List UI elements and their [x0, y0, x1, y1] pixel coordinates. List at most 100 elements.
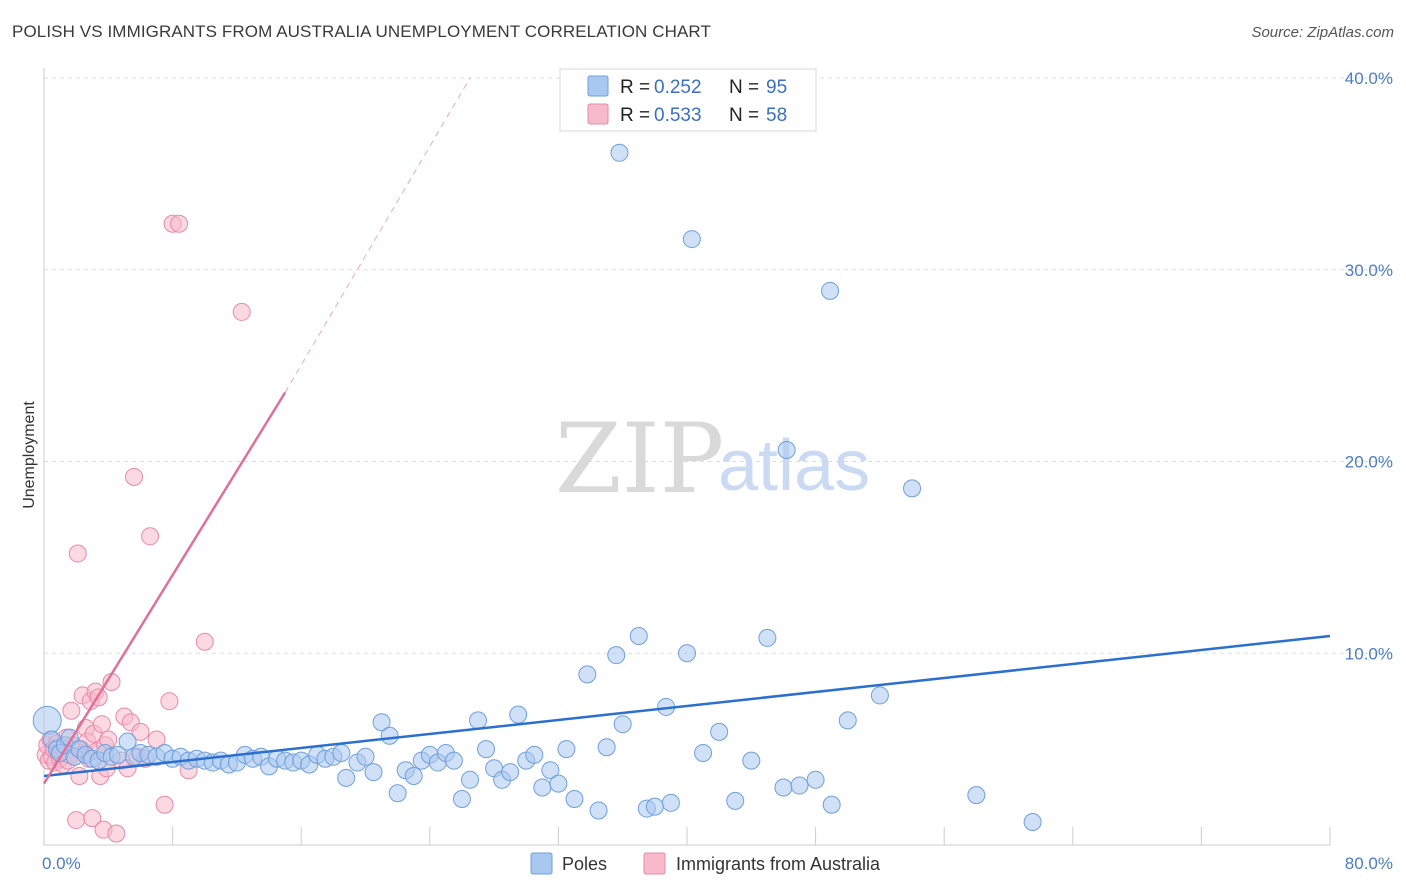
poles-point-14 [118, 732, 137, 751]
australia-point-16 [62, 701, 81, 720]
poles-point-82 [694, 743, 713, 762]
poles-point-84 [726, 791, 745, 810]
y-tick-label-0: 10.0% [1345, 644, 1393, 663]
poles-point-66 [533, 778, 552, 797]
poles-point-67 [541, 761, 560, 780]
poles-point-70 [565, 789, 584, 808]
top-legend-blue-swatch [587, 75, 609, 97]
poles-point-86 [758, 628, 777, 647]
australia-point-57 [195, 632, 214, 651]
poles-point-96 [610, 143, 629, 162]
australia-point-58 [232, 302, 251, 321]
poles-point-74 [607, 646, 626, 665]
australia-point-53 [160, 692, 179, 711]
australia-point-20 [68, 544, 87, 563]
australia-point-19 [67, 811, 86, 830]
bottom-legend: Poles Immigrants from Australia [530, 852, 881, 875]
poles-point-68 [549, 774, 568, 793]
poles-point-0 [32, 705, 62, 735]
poles-point-45 [364, 763, 383, 782]
poles-point-46 [372, 713, 391, 732]
legend-n-label-poles: N = [729, 77, 764, 98]
poles-point-91 [838, 711, 857, 730]
poles-point-81 [678, 644, 696, 663]
legend-n-label-australia: N = [729, 105, 764, 126]
poles-point-73 [597, 738, 616, 757]
poles-trend-line [43, 634, 1331, 778]
poles-point-99 [777, 440, 796, 459]
bottom-legend-blue-swatch [530, 852, 553, 875]
poles-point-48 [388, 784, 407, 803]
poles-point-92 [870, 686, 889, 705]
poles-point-98 [821, 281, 840, 300]
australia-point-35 [92, 715, 111, 734]
poles-point-95 [1023, 812, 1042, 831]
poles-point-42 [337, 768, 356, 787]
poles-point-93 [903, 479, 922, 498]
source-label: Source: ZipAtlas.com [1251, 24, 1394, 41]
grid-lines [44, 77, 1393, 654]
top-legend: R = 0.252 N = 95 R = 0.533 N = 58 [559, 68, 817, 132]
watermark: ZIP atlas [555, 403, 870, 515]
poles-point-71 [578, 665, 597, 684]
legend-r-label-poles: R = [620, 77, 655, 98]
poles-point-80 [661, 793, 680, 812]
poles-point-63 [509, 705, 528, 724]
bottom-legend-australia: Immigrants from Australia [676, 854, 881, 874]
poles-point-85 [742, 751, 761, 770]
chart-title: POLISH VS IMMIGRANTS FROM AUSTRALIA UNEM… [12, 22, 711, 41]
poles-point-76 [629, 626, 648, 645]
poles-point-75 [613, 715, 632, 734]
australia-trend-line-extension [284, 77, 471, 393]
legend-r-value-australia: 0.533 [654, 105, 702, 126]
watermark-zip: ZIP [555, 403, 724, 515]
y-tick-label-3: 40.0% [1345, 69, 1393, 88]
legend-n-value-poles: 95 [766, 77, 787, 98]
watermark-atlas: atlas [718, 426, 870, 506]
x-tick-label-min: 0.0% [42, 854, 81, 873]
top-legend-pink-swatch [587, 103, 609, 125]
australia-point-46 [125, 467, 144, 486]
poles-point-97 [682, 230, 701, 249]
poles-point-83 [710, 722, 729, 741]
poles-point-65 [525, 745, 544, 764]
poles-point-87 [774, 778, 793, 797]
australia-point-41 [107, 824, 126, 843]
poles-points [32, 143, 1042, 831]
legend-n-value-australia: 58 [766, 105, 787, 126]
poles-point-94 [967, 786, 986, 805]
australia-point-50 [141, 527, 160, 546]
poles-point-44 [356, 747, 375, 766]
x-tick-label-max: 80.0% [1345, 854, 1393, 873]
poles-point-62 [501, 763, 520, 782]
poles-point-72 [589, 801, 608, 820]
legend-r-value-poles: 0.252 [654, 77, 702, 98]
poles-point-57 [460, 770, 479, 789]
legend-r-label-australia: R = [620, 105, 655, 126]
bottom-legend-poles: Poles [562, 854, 607, 874]
poles-point-90 [822, 795, 841, 814]
poles-point-59 [477, 740, 496, 759]
poles-point-78 [645, 797, 664, 816]
poles-point-47 [380, 726, 399, 745]
y-tick-labels: 10.0% 20.0% 30.0% 40.0% [1345, 69, 1393, 663]
australia-point-52 [155, 795, 174, 814]
australia-point-48 [131, 722, 150, 741]
australia-trend-line [42, 391, 287, 785]
y-tick-label-1: 20.0% [1345, 453, 1393, 472]
poles-point-56 [452, 789, 471, 808]
y-axis-label: Unemployment [21, 401, 38, 509]
poles-point-41 [332, 743, 351, 762]
bottom-legend-pink-swatch [643, 852, 666, 875]
poles-point-89 [806, 770, 825, 789]
trend-lines [42, 77, 1331, 785]
poles-point-50 [404, 766, 423, 785]
poles-point-58 [469, 711, 488, 730]
poles-point-88 [790, 776, 809, 795]
australia-point-21 [70, 766, 89, 785]
y-tick-label-2: 30.0% [1345, 261, 1393, 280]
poles-point-55 [444, 751, 463, 770]
australia-point-29 [83, 809, 102, 828]
poles-point-69 [557, 740, 576, 759]
